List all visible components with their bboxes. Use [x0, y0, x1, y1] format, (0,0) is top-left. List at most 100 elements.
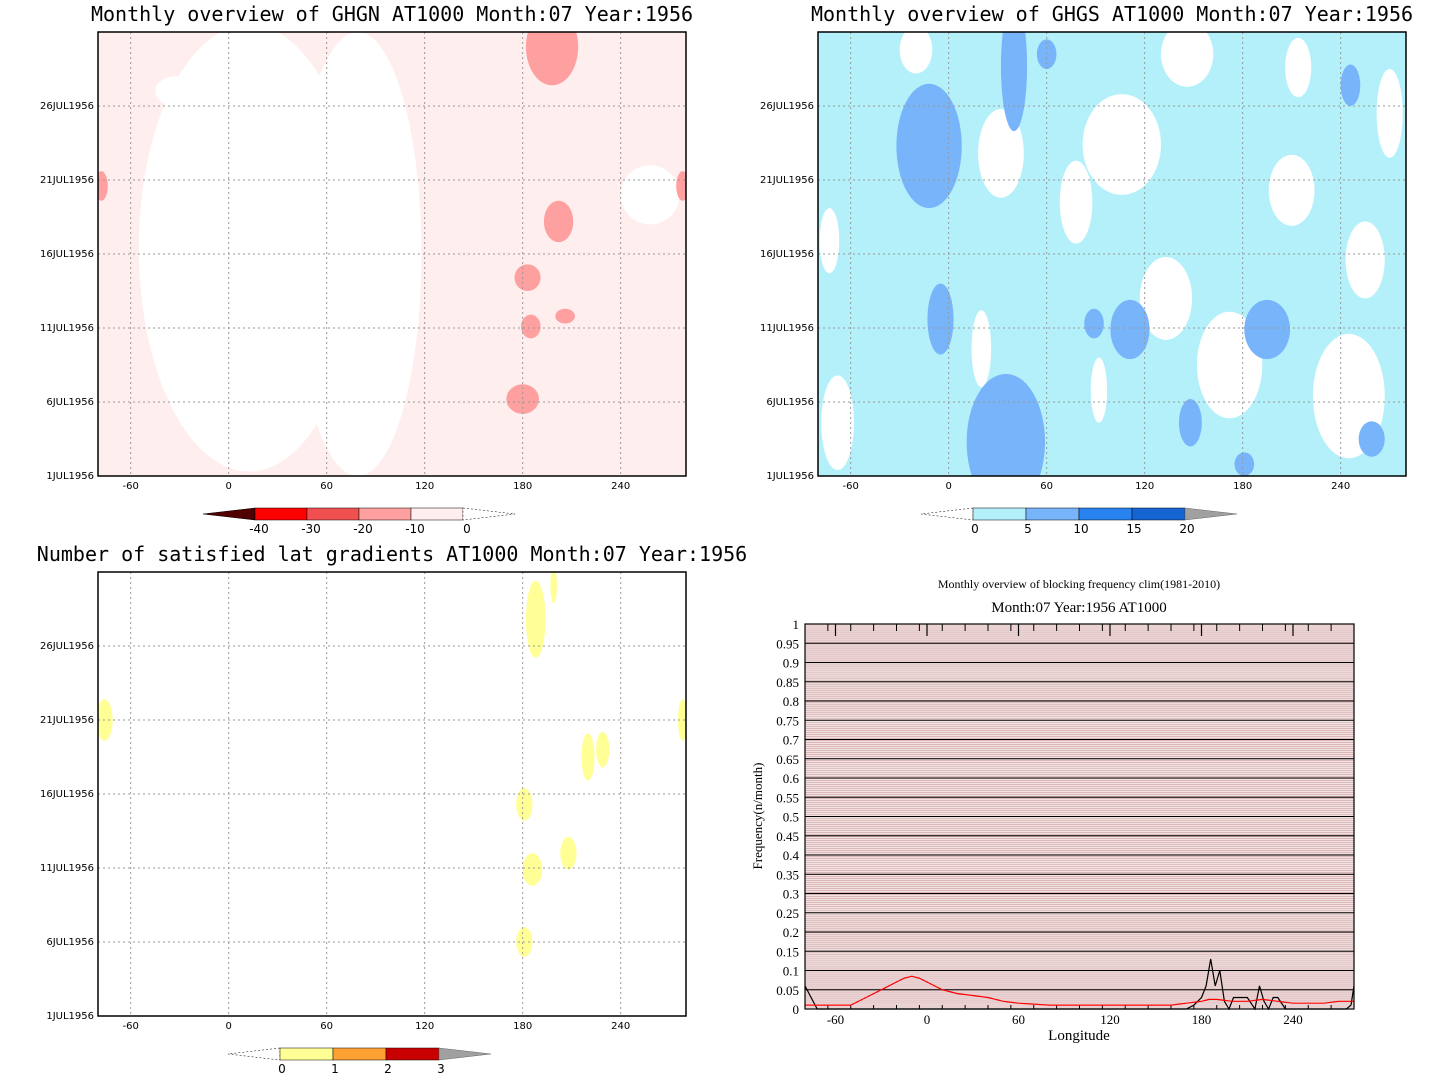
- panel1-title: Monthly overview of GHGN AT1000 Month:07…: [91, 2, 693, 26]
- white-patch: [978, 108, 1024, 198]
- field-contour: [896, 83, 962, 209]
- colorbar-swatch: [1131, 507, 1186, 521]
- y-tick-label: 11JUL1956: [760, 323, 814, 334]
- colorbar-swatch: [972, 507, 1027, 521]
- panel2-plot: -60 0 60 120 180 240 1JUL1956 6JUL1956 11JUL1956…: [760, 31, 1407, 492]
- y-tick-label: 26JUL1956: [40, 101, 94, 112]
- climatology-line: [805, 975, 1354, 1006]
- white-patch: [1090, 357, 1108, 423]
- y-tick-label: 0.55: [776, 790, 799, 805]
- y-tick-label: 0.75: [776, 713, 799, 728]
- field-contour: [676, 171, 686, 201]
- plot-frame: [817, 31, 1407, 477]
- white-region: [155, 76, 196, 106]
- y-tick-label: 11JUL1956: [40, 323, 94, 334]
- y-tick-label: 1JUL1956: [46, 471, 94, 482]
- y-tick-label: 11JUL1956: [40, 863, 94, 874]
- x-tick-label: 60: [1012, 1012, 1025, 1027]
- colorbar-label: 3: [437, 1062, 445, 1076]
- y-tick-label: 21JUL1956: [40, 715, 94, 726]
- y-tick-label: 0.45: [776, 829, 799, 844]
- field-contour: [550, 572, 557, 604]
- colorbar-swatch: [306, 507, 360, 521]
- colorbar-low-triangle: [202, 507, 256, 521]
- colorbar-swatch: [332, 1047, 387, 1061]
- panel1-plot: -60 0 60 120 180 240 1JUL1956 6JUL1956 11JUL1956…: [40, 31, 687, 492]
- y-tick-label: 0.6: [783, 771, 800, 786]
- field-contour: [927, 283, 954, 355]
- colorbar-high-triangle: [1184, 507, 1238, 521]
- y-tick-label: 0.7: [783, 733, 800, 748]
- white-region: [620, 165, 680, 225]
- colorbar-label: 0: [971, 522, 979, 536]
- y-tick-label: 0.15: [776, 944, 799, 959]
- x-tick-label: 120: [1135, 481, 1154, 492]
- white-patch: [1376, 69, 1403, 158]
- white-patch: [1285, 37, 1312, 98]
- plot-frame: [804, 623, 1355, 1010]
- y-tick-label: 1JUL1956: [46, 1011, 94, 1022]
- x-tick-label: 180: [1233, 481, 1252, 492]
- x-tick-label: 0: [225, 1021, 231, 1032]
- y-tick-label: 16JUL1956: [40, 249, 94, 260]
- y-tick-label: 0.35: [776, 867, 799, 882]
- panel2-colorbar: 0 5 10 15 20: [920, 507, 1238, 536]
- x-tick-label: 240: [611, 1021, 630, 1032]
- x-tick-label: -60: [122, 481, 138, 492]
- field-background: [98, 572, 686, 1016]
- y-tick-label: 0.5: [783, 810, 799, 825]
- field-contour: [966, 373, 1046, 476]
- white-patch: [899, 32, 933, 74]
- y-tick-label: 0.1: [783, 964, 799, 979]
- y-tick-label: 0.9: [783, 656, 799, 671]
- y-tick-label: 0.65: [776, 752, 799, 767]
- x-tick-label: 240: [1283, 1012, 1303, 1027]
- white-patch: [1082, 94, 1162, 195]
- y-tick-label: 0.4: [783, 848, 800, 863]
- colorbar-swatch: [1078, 507, 1133, 521]
- x-tick-label: 180: [1192, 1012, 1212, 1027]
- field-contour: [560, 836, 577, 870]
- white-patch: [819, 208, 840, 274]
- y-tick-label: 0.2: [783, 925, 799, 940]
- white-patch: [1161, 32, 1214, 87]
- white-region: [294, 32, 422, 476]
- panel4-title: Monthly overview of blocking frequency c…: [938, 577, 1220, 591]
- colorbar-swatch: [385, 1047, 440, 1061]
- colorbar-label: 0: [278, 1062, 286, 1076]
- field-contour: [1234, 452, 1255, 476]
- plot-frame: [97, 31, 687, 477]
- colorbar-low-triangle: [227, 1047, 281, 1061]
- y-tick-label: 16JUL1956: [40, 789, 94, 800]
- y-tick-label: 21JUL1956: [40, 175, 94, 186]
- colorbar-label: 10: [1073, 522, 1088, 536]
- field-contour: [581, 733, 595, 781]
- colorbar-label: 2: [384, 1062, 392, 1076]
- field-contour: [525, 580, 546, 658]
- colorbar-swatch: [254, 507, 308, 521]
- colorbar-swatch: [1025, 507, 1080, 521]
- colorbar-label: -20: [353, 522, 373, 536]
- plot-area: [98, 572, 686, 1016]
- colorbar-high-triangle: [462, 507, 516, 521]
- field-contour: [1084, 308, 1104, 339]
- x-tick-label: 0: [225, 481, 231, 492]
- y-tick-label: 21JUL1956: [760, 175, 814, 186]
- y-tick-label: 0.95: [776, 636, 799, 651]
- field-contour: [1358, 421, 1385, 457]
- x-tick-label: -60: [827, 1012, 844, 1027]
- x-tick-label: 0: [924, 1012, 931, 1027]
- x-tick-label: -60: [842, 481, 858, 492]
- x-tick-label: 240: [611, 481, 630, 492]
- panel4-plot: 0 0.05 0.1 0.15 0.2 0.25 0.3 0.35 0.4 0.45 0.5 0.55…: [776, 617, 1355, 1027]
- field-contour: [596, 731, 610, 768]
- y-tick-label: 16JUL1956: [760, 249, 814, 260]
- panel4-ylabel: Frequency(n/month): [750, 763, 765, 870]
- colorbar-label: -40: [249, 522, 269, 536]
- colorbar-label: 5: [1024, 522, 1032, 536]
- y-tick-label: 1JUL1956: [766, 471, 814, 482]
- plot-frame: [97, 571, 687, 1017]
- field-contour: [516, 788, 533, 821]
- y-tick-label: 26JUL1956: [760, 101, 814, 112]
